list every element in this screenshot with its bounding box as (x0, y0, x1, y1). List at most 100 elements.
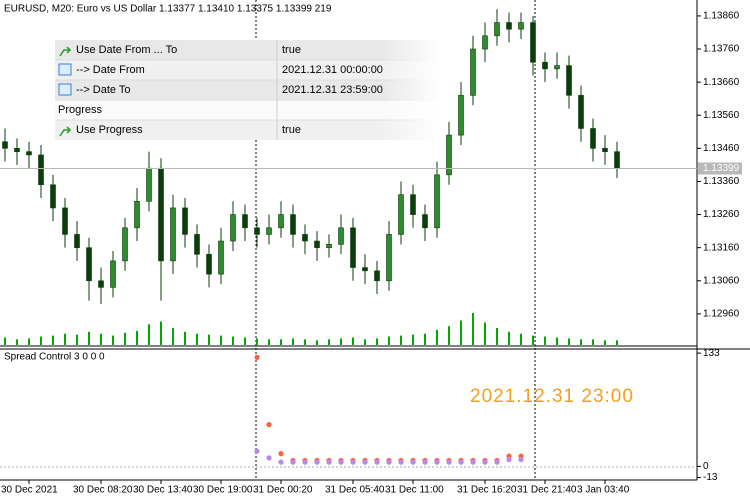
setting-value: true (282, 44, 301, 56)
y-tick-label: 1.13860 (703, 11, 740, 22)
candle-body (614, 151, 620, 169)
spread-point (482, 459, 488, 465)
candle-body (62, 207, 68, 235)
candle-body (422, 214, 428, 229)
volume-bar (232, 336, 234, 345)
volume-bar (508, 331, 510, 345)
y-tick-label: 1.13060 (703, 275, 740, 286)
volume-bar (580, 339, 582, 345)
spread-point (314, 459, 320, 465)
setting-name: --> Date From (76, 64, 145, 76)
icon-arrow (59, 126, 72, 137)
panel-row (55, 80, 440, 100)
volume-bar (100, 333, 102, 345)
y-tick-label: 1.13260 (703, 209, 740, 220)
candle-body (326, 244, 332, 248)
volume-bar (208, 334, 210, 345)
candle-body (50, 184, 56, 209)
spread-point (362, 459, 368, 465)
volume-bar (268, 339, 270, 345)
volume-bar (592, 339, 594, 345)
spread-point (506, 456, 512, 463)
volume-bar (568, 338, 570, 345)
candle-body (566, 65, 572, 96)
candle-body (206, 253, 212, 275)
x-tick-label: 31 Dec 05:40 (325, 485, 385, 496)
spread-point (350, 459, 356, 465)
candle-body (86, 247, 92, 282)
icon-arrow (59, 46, 72, 57)
spread-point (458, 459, 464, 465)
volume-bar (316, 340, 318, 345)
y-tick-label: 1.13360 (703, 176, 740, 187)
volume-bar (184, 331, 186, 345)
candle-body (374, 270, 380, 282)
settings-panel: Use Date From ... To true --> Date From … (55, 40, 442, 140)
volume-bar (424, 333, 426, 345)
icon-calendar (58, 83, 72, 96)
volume-bar (256, 338, 258, 345)
volume-bar (484, 322, 486, 345)
x-tick-label: 3 Jan 03:40 (577, 485, 630, 496)
candle-body (266, 227, 272, 235)
setting-value: true (282, 124, 301, 136)
candle-body (554, 65, 560, 70)
spread-point (254, 354, 260, 360)
y-tick-label: 1.12960 (703, 309, 740, 320)
spread-point (266, 455, 272, 461)
candle-body (434, 174, 440, 229)
candle-body (470, 48, 476, 96)
candle-body (530, 22, 536, 63)
spread-point (518, 456, 524, 463)
spread-point (302, 459, 308, 465)
spread-point (374, 459, 380, 465)
spread-point (278, 459, 284, 465)
volume-bar (28, 338, 30, 345)
candle-body (446, 134, 452, 176)
panel-row (55, 40, 440, 60)
spread-point (266, 422, 272, 428)
volume-bar (388, 336, 390, 345)
spread-point (494, 459, 500, 465)
spread-point (398, 459, 404, 465)
spread-point (326, 459, 332, 465)
plot (2, 9, 620, 465)
volume-bar (280, 339, 282, 345)
candle-body (194, 234, 200, 255)
candle-body (254, 227, 260, 235)
spread-point (410, 459, 416, 465)
volume-bar (448, 326, 450, 345)
volume-bar (112, 335, 114, 345)
volume-bar (52, 335, 54, 345)
candle-body (38, 154, 44, 186)
y-tick-label: 1.13560 (703, 110, 740, 121)
spread-point (446, 459, 452, 465)
setting-name: Use Progress (76, 124, 143, 136)
setting-section: Progress (58, 104, 103, 116)
candle-body (98, 280, 104, 288)
candle-body (290, 214, 296, 235)
volume-bar (604, 340, 606, 345)
volume-bar (196, 333, 198, 345)
current-price-box (698, 162, 742, 175)
volume-bar (460, 320, 462, 345)
volume-bar (412, 334, 414, 345)
setting-name: Use Date From ... To (76, 44, 177, 56)
candle-body (158, 167, 164, 262)
y-tick-label: 133 (703, 348, 720, 359)
setting-name: --> Date To (76, 84, 131, 96)
candle-body (506, 22, 512, 30)
volume-bar (436, 329, 438, 345)
volume-bar (4, 337, 6, 345)
candle-body (278, 214, 284, 229)
x-tick-label: 31 Dec 16:20 (457, 485, 517, 496)
candle-body (518, 22, 524, 30)
annotation: 2021.12.31 23:00 (470, 386, 634, 407)
x-tick-label: 30 Dec 13:40 (133, 485, 193, 496)
candle-body (26, 151, 32, 156)
x-tick-label: 31 Dec 21:40 (517, 485, 577, 496)
spread-point (254, 448, 260, 454)
y-tick-label: 1.13160 (703, 242, 740, 253)
volume-bar (148, 324, 150, 345)
candle-body (410, 194, 416, 215)
